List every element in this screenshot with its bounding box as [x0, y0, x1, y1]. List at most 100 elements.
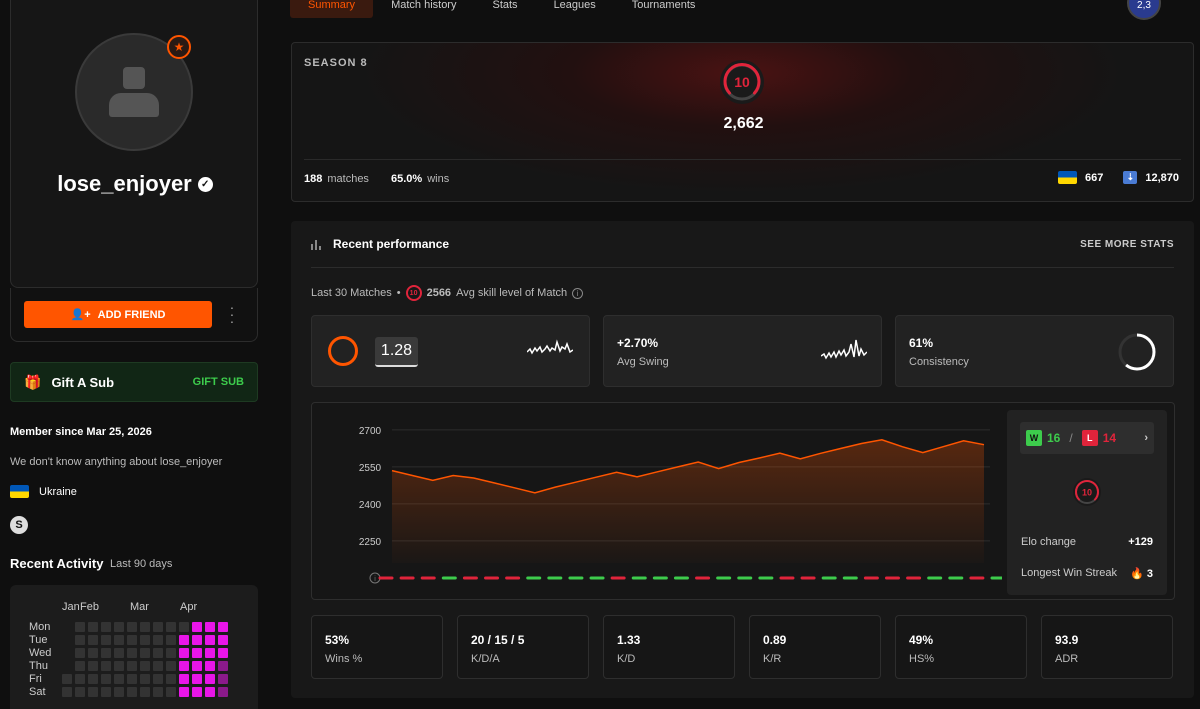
activity-cell	[192, 622, 202, 632]
activity-cell	[192, 648, 202, 658]
country-name: Ukraine	[39, 485, 77, 498]
loss-badge: L	[1081, 430, 1098, 446]
skill-level-icon: 10	[720, 60, 764, 104]
elo-chart-card: 2250 2400 2550 2700 i W 16 / L 14 › 10	[311, 402, 1175, 600]
ukraine-flag-icon	[1057, 171, 1077, 184]
stat-label: Wins %	[325, 653, 363, 665]
wins-label: wins	[427, 173, 450, 185]
ukraine-flag-icon	[10, 485, 29, 498]
y-tick-label: 2400	[359, 500, 382, 511]
elo-change-label: Elo change	[1021, 536, 1077, 548]
day-label: Thu	[29, 660, 48, 672]
win-loss-toggle[interactable]: W 16 / L 14 ›	[1020, 422, 1154, 454]
activity-cell	[127, 661, 137, 671]
performance-header: Recent performance SEE MORE STATS	[311, 221, 1174, 268]
bar-chart-icon	[311, 238, 323, 250]
activity-cell	[179, 648, 189, 658]
skill-level-icon: 10	[1073, 478, 1101, 506]
add-friend-label: ADD FRIEND	[97, 308, 166, 321]
steam-icon[interactable]: S	[10, 516, 28, 534]
tab-leagues[interactable]: Leagues	[553, 0, 596, 11]
win-streak-label: Longest Win Streak	[1021, 567, 1117, 579]
activity-cell	[62, 687, 72, 697]
activity-cell	[127, 674, 137, 684]
activity-cell	[127, 622, 137, 632]
month-label: Feb	[80, 601, 99, 613]
activity-cell	[192, 674, 202, 684]
elo-chart: 2250 2400 2550 2700 i	[359, 426, 1002, 584]
activity-heatmap: Jan Feb Mar Apr Mon Tue Wed Thu Fri Sat	[10, 585, 258, 709]
tab-summary[interactable]: Summary	[290, 0, 374, 18]
activity-cell	[140, 661, 150, 671]
day-label: Mon	[29, 621, 51, 633]
last-matches-label: Last 30 Matches	[311, 287, 392, 299]
last-matches-summary: Last 30 Matches • 10 2566 Avg skill leve…	[311, 285, 584, 301]
activity-cell	[114, 622, 124, 632]
losses-count: 14	[1102, 431, 1117, 445]
about-text: We don't know anything about lose_enjoye…	[10, 456, 223, 468]
activity-cell	[75, 687, 85, 697]
activity-cell	[101, 687, 111, 697]
tab-tournaments[interactable]: Tournaments	[631, 0, 696, 11]
activity-cell	[205, 661, 215, 671]
star-badge-icon: ★	[167, 35, 191, 59]
recent-activity-period: Last 90 days	[110, 558, 173, 570]
activity-cell	[75, 674, 85, 684]
activity-cell	[218, 622, 228, 632]
day-label: Sat	[29, 686, 46, 698]
user-avatar[interactable]: 2,3	[1127, 0, 1161, 20]
more-options-icon[interactable]: · · ·	[229, 299, 235, 329]
activity-cell	[218, 648, 228, 658]
ranking-stats: 667 ⇣ 12,870	[1057, 171, 1179, 184]
fire-icon: 🔥	[1130, 568, 1144, 580]
activity-cell	[114, 674, 124, 684]
activity-cell	[127, 648, 137, 658]
stat-box-kda: 20 / 15 / 5 K/D/A	[457, 615, 589, 679]
region-rank: 12,870	[1145, 171, 1179, 184]
see-more-stats-link[interactable]: SEE MORE STATS	[1080, 238, 1174, 250]
activity-cell	[101, 648, 111, 658]
activity-cell	[166, 674, 176, 684]
activity-cell	[88, 648, 98, 658]
activity-cell	[179, 622, 189, 632]
activity-cell	[88, 661, 98, 671]
win-badge: W	[1026, 430, 1042, 446]
gift-sub-button[interactable]: GIFT SUB	[192, 376, 244, 388]
country-row: Ukraine	[10, 485, 77, 498]
activity-cell	[205, 687, 215, 697]
stat-label: ADR	[1055, 653, 1079, 665]
activity-cell	[192, 687, 202, 697]
activity-cell	[140, 635, 150, 645]
activity-cell	[218, 661, 228, 671]
activity-cell	[101, 635, 111, 645]
activity-cell	[192, 635, 202, 645]
avg-skill-label: Avg skill level of Match	[456, 287, 568, 299]
stat-label: K/D	[617, 653, 636, 665]
activity-cell	[62, 674, 72, 684]
username-row: lose_enjoyer ✓	[11, 171, 259, 197]
add-friend-button[interactable]: 👤+ ADD FRIEND	[24, 301, 212, 328]
profile-tabs: Summary Match history Stats Leagues Tour…	[290, 0, 713, 18]
activity-cell	[166, 622, 176, 632]
info-icon[interactable]: i	[572, 287, 584, 299]
wins-stat: 65.0% wins	[391, 173, 449, 185]
tab-stats[interactable]: Stats	[492, 0, 518, 11]
y-tick-label: 2550	[359, 463, 382, 474]
stat-value: 49%	[909, 633, 934, 647]
recent-performance-card: Recent performance SEE MORE STATS Last 3…	[291, 221, 1194, 698]
gift-sub-title: Gift A Sub	[51, 374, 115, 390]
activity-cell	[88, 687, 98, 697]
user-plus-icon: 👤+	[70, 309, 91, 321]
win-streak-row: Longest Win Streak 🔥 3	[1021, 567, 1153, 580]
activity-cell	[101, 622, 111, 632]
tab-match-history[interactable]: Match history	[391, 0, 457, 11]
consistency-label: Consistency	[909, 356, 969, 368]
chevron-right-icon[interactable]: ›	[1144, 432, 1148, 444]
activity-cell	[179, 674, 189, 684]
stat-label: HS%	[909, 653, 935, 665]
activity-cell	[153, 687, 163, 697]
stat-box-wins: 53% Wins %	[311, 615, 443, 679]
activity-cell	[153, 674, 163, 684]
season-divider	[304, 159, 1181, 160]
wins-count: 16	[1047, 431, 1061, 445]
